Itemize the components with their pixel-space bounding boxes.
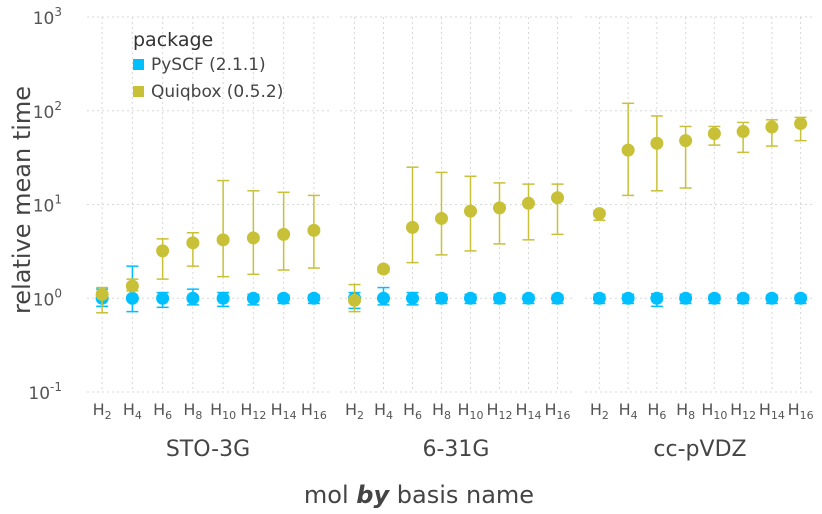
x-axis-title-by: by: [356, 481, 390, 509]
y-axis-title: relative mean time: [8, 86, 36, 314]
quiqbox-point: [348, 293, 361, 307]
pyscf-point: [679, 291, 693, 305]
x-tick-label: H12: [730, 400, 756, 422]
x-tick-label: H6: [153, 400, 172, 422]
legend: package PySCF (2.1.1) Quiqbox (0.5.2): [133, 29, 283, 102]
quiqbox-point: [464, 204, 477, 218]
data-series: [95, 102, 808, 314]
x-axis-title: mol by basis name: [304, 481, 534, 509]
pyscf-point: [435, 291, 448, 305]
quiqbox-point: [125, 279, 139, 293]
quiqbox-point: [522, 196, 535, 210]
pyscf-point: [522, 291, 535, 305]
quiqbox-point: [765, 120, 779, 134]
x-axis-tick-labels: H2 H4 H6 H8 H10 H12 H14 H16 H2 H4 H6 H8 H10 H12 H14 H16…: [93, 400, 814, 422]
quiqbox-point: [216, 233, 230, 247]
legend-label-pyscf: PySCF (2.1.1): [151, 55, 266, 75]
x-tick-label: H12: [240, 400, 266, 422]
pyscf-point: [765, 291, 779, 305]
quiqbox-point: [592, 207, 606, 221]
pyscf-point: [377, 291, 390, 305]
x-tick-label: H10: [457, 400, 483, 422]
quiqbox-point: [307, 223, 321, 237]
pyscf-point: [621, 291, 635, 305]
x-tick-label: H6: [647, 400, 666, 422]
quiqbox-point: [551, 191, 564, 205]
x-tick-label: H4: [619, 400, 638, 422]
x-tick-label: H16: [544, 400, 570, 422]
error-bar: [406, 166, 419, 264]
facet-label: STO-3G: [166, 437, 250, 462]
pyscf-point: [736, 291, 750, 305]
quiqbox-point: [435, 211, 448, 225]
pyscf-point: [707, 291, 721, 305]
x-tick-label: H2: [93, 400, 112, 422]
legend-title: package: [133, 29, 213, 51]
y-tick-label: 101: [33, 193, 62, 217]
x-tick-label: H8: [183, 400, 202, 422]
y-tick-label: 102: [33, 99, 62, 123]
pyscf-point: [794, 291, 808, 305]
y-tick-label: 10-1: [28, 380, 62, 404]
facet-label: 6-31G: [423, 437, 490, 462]
x-tick-label: H14: [759, 400, 785, 422]
pyscf-point: [406, 291, 419, 305]
pyscf-point: [650, 291, 664, 305]
x-tick-label: H6: [403, 400, 422, 422]
quiqbox-point: [95, 287, 109, 301]
legend-swatch-pyscf: [133, 59, 144, 70]
x-axis-title-suffix: basis name: [397, 481, 534, 509]
error-bar: [217, 179, 230, 278]
legend-label-quiqbox: Quiqbox (0.5.2): [151, 82, 283, 102]
quiqbox-point: [679, 134, 693, 148]
x-tick-label: H2: [345, 400, 364, 422]
quiqbox-point: [406, 220, 419, 234]
x-tick-label: H10: [701, 400, 727, 422]
x-tick-label: H8: [676, 400, 695, 422]
x-tick-label: H4: [374, 400, 393, 422]
quiqbox-point: [246, 231, 260, 245]
y-tick-label: 100: [33, 286, 62, 310]
error-bar: [650, 115, 663, 192]
pyscf-point: [551, 291, 564, 305]
x-axis-title-prefix: mol: [304, 481, 349, 509]
quiqbox-point: [794, 117, 808, 131]
pyscf-point: [592, 291, 606, 305]
quiqbox-point: [377, 262, 390, 276]
y-tick-label: 103: [33, 5, 62, 29]
pyscf-point: [216, 291, 230, 305]
quiqbox-point: [736, 125, 750, 139]
pyscf-point: [125, 291, 139, 305]
quiqbox-point: [277, 227, 291, 241]
pyscf-point: [493, 291, 506, 305]
x-tick-label: H2: [590, 400, 609, 422]
x-tick-label: H10: [210, 400, 236, 422]
facet-label: cc-pVDZ: [653, 437, 746, 462]
quiqbox-point: [621, 143, 635, 157]
quiqbox-point: [493, 201, 506, 215]
pyscf-point: [464, 291, 477, 305]
facet-labels: STO-3G 6-31G cc-pVDZ: [166, 437, 747, 462]
x-tick-label: H12: [486, 400, 512, 422]
x-tick-label: H14: [271, 400, 297, 422]
x-tick-label: H16: [301, 400, 327, 422]
quiqbox-point: [707, 127, 721, 141]
error-bar: [522, 183, 535, 241]
y-axis-tick-labels: 10-1 100 101 102 103: [28, 5, 62, 404]
pyscf-point: [186, 291, 200, 305]
legend-swatch-quiqbox: [133, 86, 144, 97]
quiqbox-point: [650, 136, 664, 150]
x-tick-label: H4: [123, 400, 142, 422]
pyscf-point: [307, 291, 321, 305]
pyscf-point: [277, 291, 291, 305]
pyscf-point: [156, 291, 170, 305]
x-tick-label: H14: [515, 400, 541, 422]
pyscf-point: [246, 291, 260, 305]
quiqbox-point: [156, 244, 170, 258]
quiqbox-point: [186, 236, 200, 250]
x-tick-label: H8: [432, 400, 451, 422]
x-tick-label: H16: [788, 400, 814, 422]
